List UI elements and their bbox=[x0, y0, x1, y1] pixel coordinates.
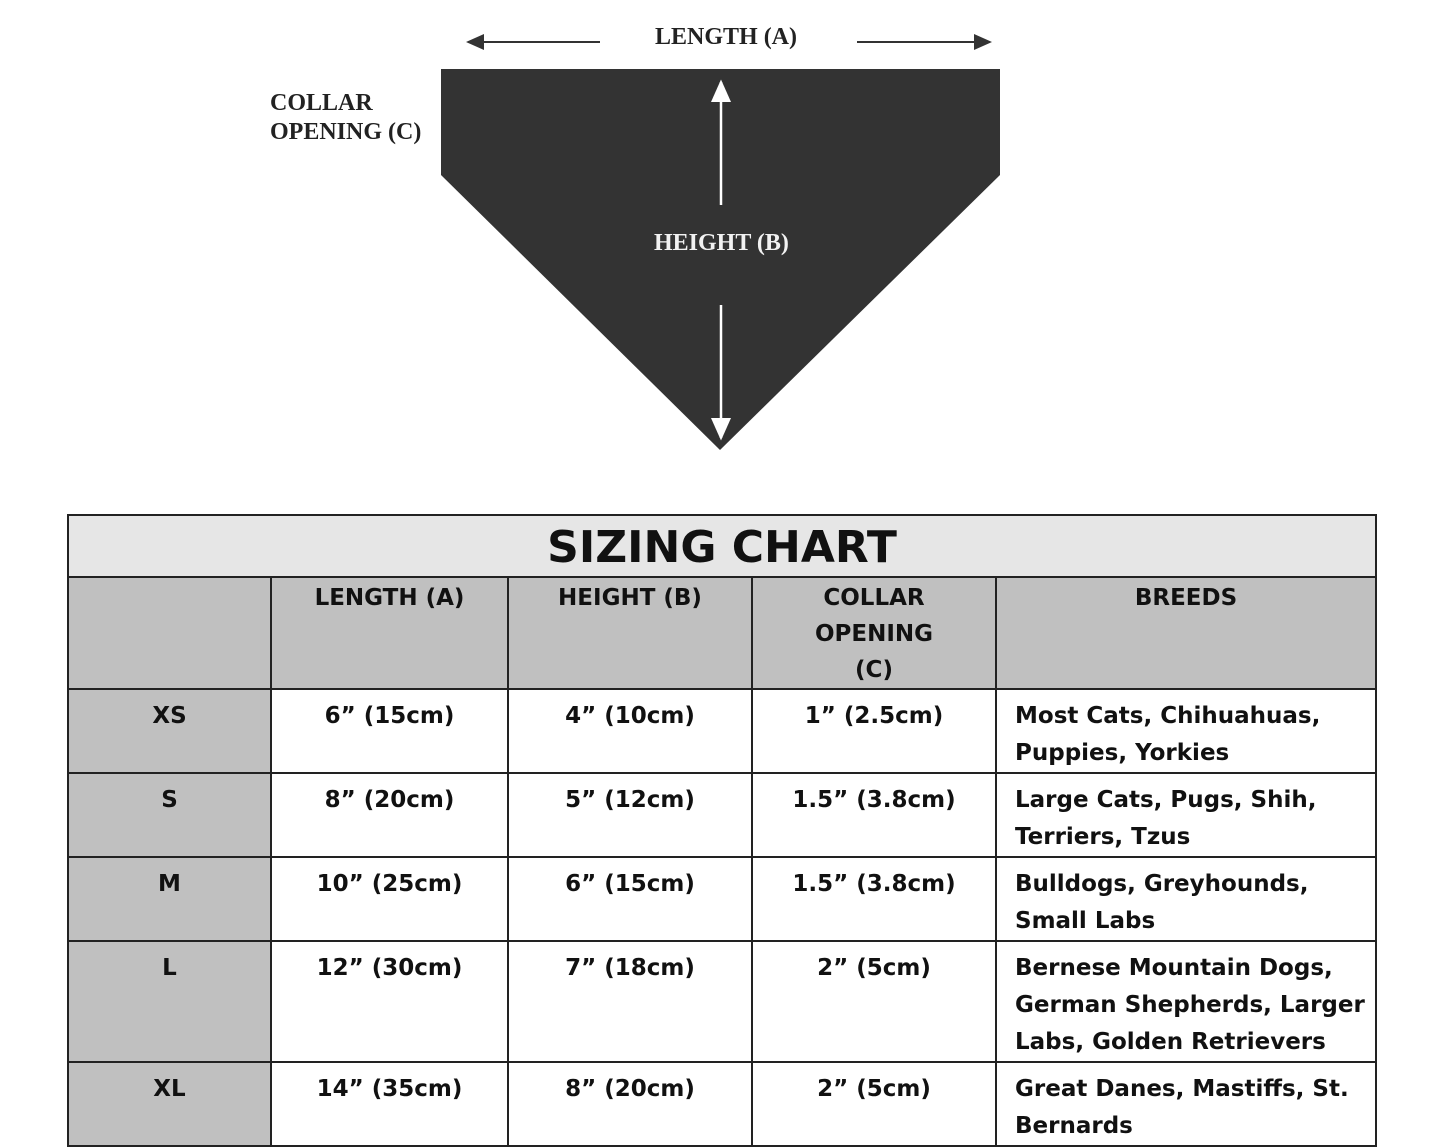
collar-label: COLLAR OPENING (C) bbox=[270, 89, 421, 147]
breeds-cell: Large Cats, Pugs, Shih, Terriers, Tzus bbox=[994, 772, 1378, 858]
breeds-cell: Bernese Mountain Dogs, German Shepherds,… bbox=[994, 940, 1378, 1063]
height-cell: 6” (15cm) bbox=[507, 856, 753, 942]
bandana-shape bbox=[441, 69, 1000, 450]
length-label: LENGTH (A) bbox=[655, 24, 798, 50]
length-cell: 8” (20cm) bbox=[270, 772, 509, 858]
collar-cell: 2” (5cm) bbox=[751, 1061, 997, 1147]
size-cell: XL bbox=[67, 1061, 272, 1147]
height-cell: 5” (12cm) bbox=[507, 772, 753, 858]
size-cell: L bbox=[67, 940, 272, 1063]
collar-cell: 1” (2.5cm) bbox=[751, 688, 997, 774]
header-row: LENGTH (A) HEIGHT (B) COLLAR OPENING (C)… bbox=[67, 576, 1378, 690]
size-cell: S bbox=[67, 772, 272, 858]
header-length: LENGTH (A) bbox=[270, 576, 509, 690]
table-row: XS 6” (15cm) 4” (10cm) 1” (2.5cm) Most C… bbox=[67, 688, 1378, 774]
breeds-cell: Bulldogs, Greyhounds, Small Labs bbox=[994, 856, 1378, 942]
collar-cell: 2” (5cm) bbox=[751, 940, 997, 1063]
height-cell: 7” (18cm) bbox=[507, 940, 753, 1063]
table-row: S 8” (20cm) 5” (12cm) 1.5” (3.8cm) Large… bbox=[67, 772, 1378, 858]
table-title: SIZING CHART bbox=[66, 514, 1378, 578]
table-row: XL 14” (35cm) 8” (20cm) 2” (5cm) Great D… bbox=[67, 1061, 1378, 1147]
collar-cell: 1.5” (3.8cm) bbox=[751, 772, 997, 858]
collar-label-line1: COLLAR bbox=[270, 90, 373, 116]
collar-cell: 1.5” (3.8cm) bbox=[751, 856, 997, 942]
breeds-cell: Great Danes, Mastiffs, St. Bernards bbox=[994, 1061, 1378, 1147]
length-cell: 14” (35cm) bbox=[270, 1061, 509, 1147]
header-breeds: BREEDS bbox=[994, 576, 1378, 690]
length-cell: 12” (30cm) bbox=[270, 940, 509, 1063]
sizing-table: SIZING CHART LENGTH (A) HEIGHT (B) COLLA… bbox=[66, 514, 1378, 1147]
size-cell: M bbox=[67, 856, 272, 942]
height-label: HEIGHT (B) bbox=[654, 230, 789, 256]
header-size bbox=[67, 576, 272, 690]
length-cell: 10” (25cm) bbox=[270, 856, 509, 942]
size-cell: XS bbox=[67, 688, 272, 774]
header-height: HEIGHT (B) bbox=[507, 576, 753, 690]
bandana-diagram bbox=[441, 34, 1000, 450]
height-cell: 4” (10cm) bbox=[507, 688, 753, 774]
collar-label-line2: OPENING (C) bbox=[270, 119, 422, 145]
breeds-cell: Most Cats, Chihuahuas, Puppies, Yorkies bbox=[994, 688, 1378, 774]
length-cell: 6” (15cm) bbox=[270, 688, 509, 774]
table-row: M 10” (25cm) 6” (15cm) 1.5” (3.8cm) Bull… bbox=[67, 856, 1378, 942]
table-row: L 12” (30cm) 7” (18cm) 2” (5cm) Bernese … bbox=[67, 940, 1378, 1063]
height-cell: 8” (20cm) bbox=[507, 1061, 753, 1147]
header-collar: COLLAR OPENING (C) bbox=[751, 576, 997, 690]
